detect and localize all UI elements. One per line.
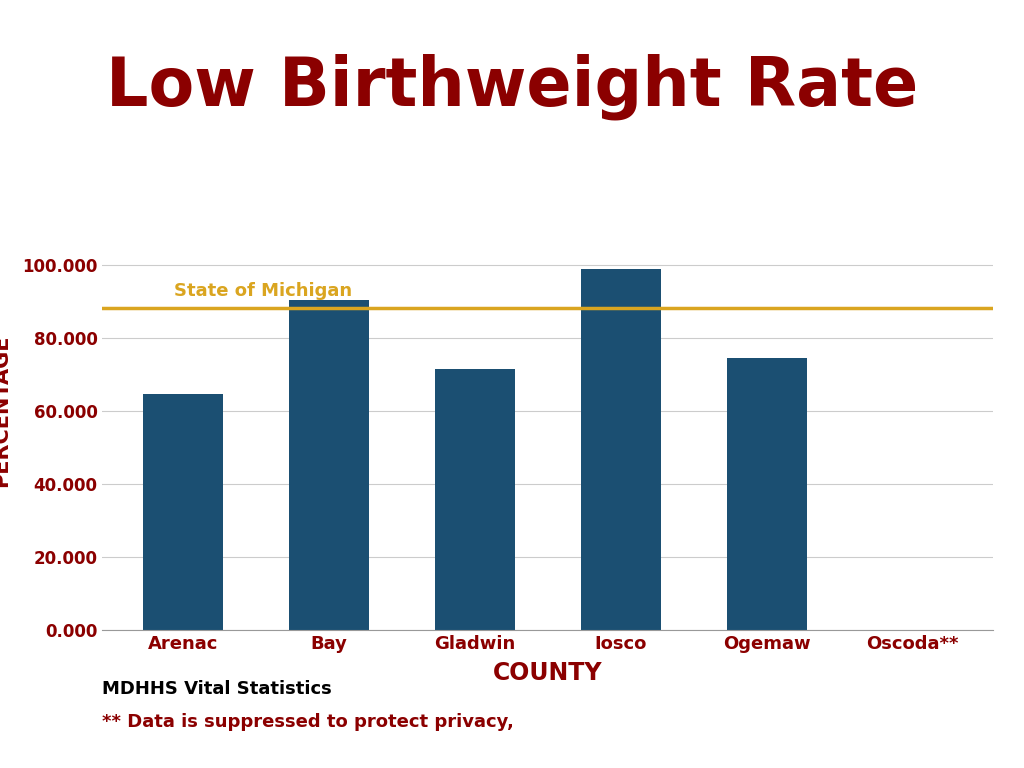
Text: MDHHS Vital Statistics: MDHHS Vital Statistics	[102, 680, 332, 697]
Bar	[727, 358, 807, 630]
Text: ** Data is suppressed to protect privacy,: ** Data is suppressed to protect privacy…	[102, 713, 514, 730]
Bar	[143, 395, 223, 630]
Bar	[435, 369, 515, 630]
Text: Low Birthweight Rate: Low Birthweight Rate	[105, 54, 919, 121]
Text: State of Michigan: State of Michigan	[174, 283, 352, 300]
Bar	[581, 270, 660, 630]
Bar	[289, 300, 369, 630]
Y-axis label: PERCENTAGE: PERCENTAGE	[0, 335, 11, 487]
X-axis label: COUNTY: COUNTY	[493, 661, 603, 685]
